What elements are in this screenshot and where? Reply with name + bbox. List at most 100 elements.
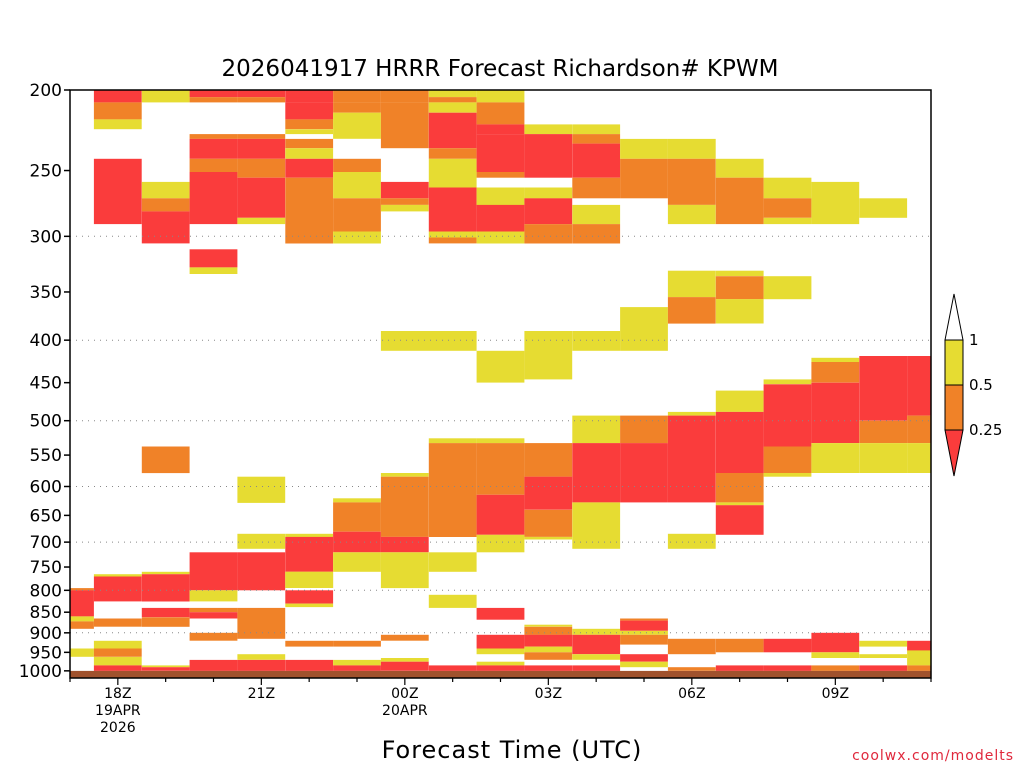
cell-86 xyxy=(572,331,621,351)
cell-104 xyxy=(380,473,429,477)
cell-83 xyxy=(380,331,477,351)
xtick-label-4-0: 21Z xyxy=(248,686,275,702)
cell-71 xyxy=(667,138,716,159)
cell-44 xyxy=(428,102,477,113)
cell-25 xyxy=(237,177,286,218)
cell-180 xyxy=(333,659,381,666)
cell-85 xyxy=(524,331,573,380)
legend-label-2: 0.25 xyxy=(969,421,1002,439)
cell-174 xyxy=(285,571,334,588)
cell-45 xyxy=(428,112,477,149)
xtick-label-10-0: 03Z xyxy=(535,686,562,702)
cell-141 xyxy=(859,420,908,444)
cell-151 xyxy=(93,574,142,577)
ytick-label-700: 700 xyxy=(30,533,62,553)
legend-bin-0.25-0.5 xyxy=(944,384,964,431)
cell-171 xyxy=(237,607,286,639)
color-legend: 1 0.5 0.25 xyxy=(944,293,1002,477)
cell-72 xyxy=(667,158,716,205)
cell-199 xyxy=(572,634,621,655)
cell-41 xyxy=(380,181,429,199)
cell-166 xyxy=(189,607,238,613)
x-axis-label: Forecast Time (UTC) xyxy=(382,736,643,764)
cell-198 xyxy=(572,628,621,635)
ytick-label-950: 950 xyxy=(30,643,62,663)
cell-16 xyxy=(141,198,190,212)
xtick-label-1-0: 18Z xyxy=(104,686,131,702)
cell-214 xyxy=(811,632,860,653)
cell-152 xyxy=(93,576,142,602)
ytick-label-650: 650 xyxy=(30,506,62,526)
cell-67 xyxy=(572,204,621,225)
cell-12 xyxy=(428,97,477,103)
cell-177 xyxy=(285,640,334,647)
cell-185 xyxy=(428,594,477,608)
cell-100 xyxy=(333,498,381,503)
legend-bin-below-0.25 xyxy=(944,429,964,477)
cell-18 xyxy=(189,134,238,139)
cell-66 xyxy=(572,177,621,199)
cell-192 xyxy=(524,624,573,627)
cell-125 xyxy=(667,415,716,503)
cell-3 xyxy=(141,90,190,103)
cell-162 xyxy=(141,665,190,668)
cell-158 xyxy=(141,571,190,575)
cell-123 xyxy=(620,443,668,503)
cell-176 xyxy=(285,603,334,608)
cell-144 xyxy=(907,415,931,444)
cell-182 xyxy=(380,634,429,641)
cell-10 xyxy=(380,90,429,103)
cell-5 xyxy=(189,97,238,103)
cell-186 xyxy=(428,665,477,671)
cell-205 xyxy=(620,634,668,645)
cell-170 xyxy=(237,552,286,591)
cell-103 xyxy=(333,552,381,572)
cell-34 xyxy=(333,102,381,113)
cell-17 xyxy=(141,211,190,244)
cell-210 xyxy=(715,638,764,653)
cell-215 xyxy=(811,652,860,658)
cell-111 xyxy=(476,438,525,444)
cell-119 xyxy=(572,415,621,444)
cell-147 xyxy=(70,590,94,617)
cell-109 xyxy=(428,443,477,537)
cell-168 xyxy=(189,632,238,641)
cell-216 xyxy=(811,665,860,671)
xtick-label-1-1: 19APR xyxy=(95,703,141,719)
cell-156 xyxy=(93,656,142,666)
cell-169 xyxy=(189,659,238,671)
cell-179 xyxy=(333,640,381,647)
cell-196 xyxy=(524,652,573,660)
cell-82 xyxy=(189,267,238,274)
cell-31 xyxy=(285,148,334,159)
ytick-label-1000: 1000 xyxy=(19,662,62,682)
legend-label-0: 1 xyxy=(969,331,979,349)
ytick-label-750: 750 xyxy=(30,558,62,578)
cell-145 xyxy=(907,443,931,473)
cell-79 xyxy=(811,181,860,225)
cell-2 xyxy=(93,119,142,130)
cell-134 xyxy=(763,446,812,474)
cell-165 xyxy=(189,590,238,602)
cell-140 xyxy=(859,356,908,421)
ytick-label-400: 400 xyxy=(30,331,62,351)
cell-219 xyxy=(859,665,908,671)
xtick-label-1-2: 2026 xyxy=(100,720,136,736)
cell-221 xyxy=(907,650,931,658)
ground-strip xyxy=(70,670,931,678)
cell-212 xyxy=(763,638,812,653)
cell-190 xyxy=(476,661,525,666)
ytick-label-300: 300 xyxy=(30,227,62,247)
cell-146 xyxy=(70,588,94,591)
cell-54 xyxy=(476,172,525,178)
ytick-label-800: 800 xyxy=(30,581,62,601)
cell-220 xyxy=(907,640,931,651)
cell-138 xyxy=(811,382,860,444)
cell-172 xyxy=(237,654,286,660)
cell-132 xyxy=(763,379,812,385)
cell-188 xyxy=(476,634,525,649)
cell-75 xyxy=(715,177,764,225)
cell-98 xyxy=(285,536,334,572)
cell-191 xyxy=(476,665,525,671)
